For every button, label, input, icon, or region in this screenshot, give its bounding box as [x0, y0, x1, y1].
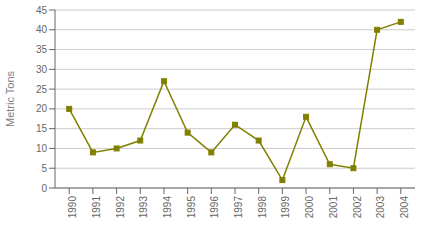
svg-text:25: 25	[36, 84, 48, 95]
svg-text:1991: 1991	[91, 196, 102, 219]
svg-text:45: 45	[36, 5, 48, 16]
svg-text:5: 5	[41, 163, 47, 174]
svg-text:1990: 1990	[67, 196, 78, 219]
svg-text:1999: 1999	[280, 196, 291, 219]
svg-text:1996: 1996	[209, 196, 220, 219]
svg-text:Metric Tons: Metric Tons	[8, 70, 16, 127]
svg-text:1993: 1993	[138, 196, 149, 219]
svg-text:10: 10	[36, 143, 48, 154]
svg-text:30: 30	[36, 64, 48, 75]
svg-text:2003: 2003	[375, 196, 386, 219]
svg-text:2002: 2002	[352, 196, 363, 219]
svg-text:1998: 1998	[257, 196, 268, 219]
svg-text:15: 15	[36, 123, 48, 134]
svg-text:1992: 1992	[115, 196, 126, 219]
svg-text:35: 35	[36, 44, 48, 55]
svg-text:0: 0	[41, 183, 47, 194]
svg-text:40: 40	[36, 24, 48, 35]
svg-text:20: 20	[36, 103, 48, 114]
svg-text:2000: 2000	[304, 196, 315, 219]
svg-text:1994: 1994	[162, 196, 173, 219]
svg-text:1997: 1997	[233, 196, 244, 219]
svg-text:1995: 1995	[186, 196, 197, 219]
svg-text:2001: 2001	[328, 196, 339, 219]
svg-text:2004: 2004	[399, 196, 410, 219]
